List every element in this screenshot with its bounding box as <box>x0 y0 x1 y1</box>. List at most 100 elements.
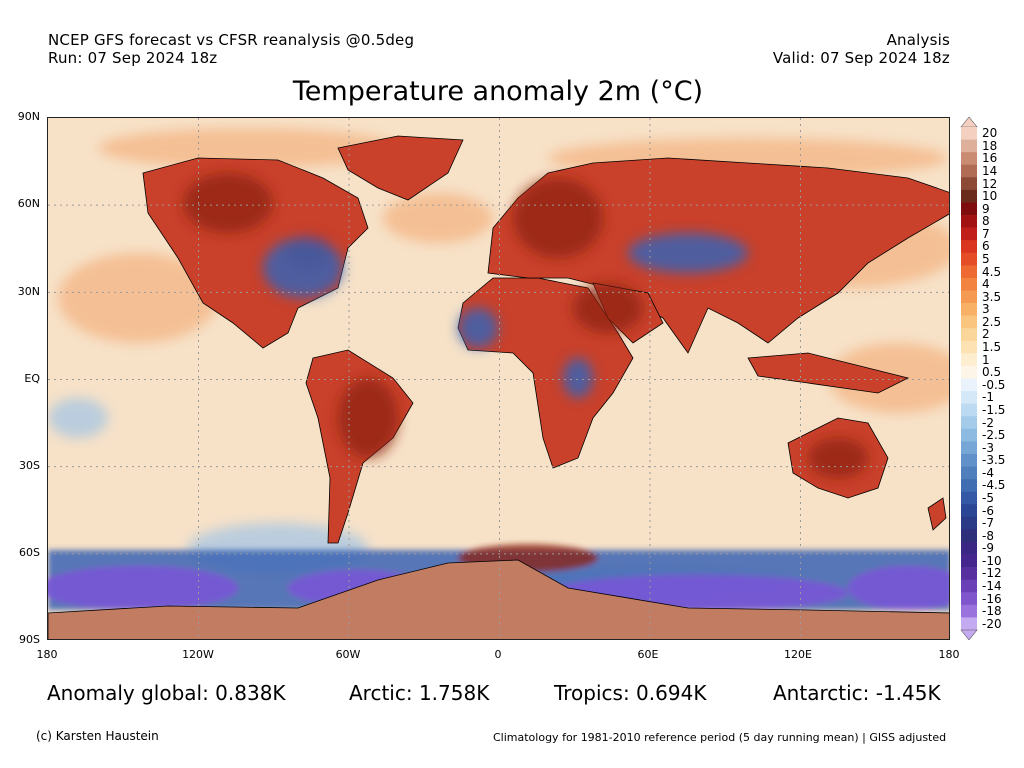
lon-label-60e: 60E <box>637 648 659 661</box>
lat-label-60s: 60S <box>19 546 40 559</box>
colorbar-label: 1.5 <box>982 340 1002 355</box>
lat-label-90n: 90N <box>17 110 40 123</box>
climatology-note: Climatology for 1981-2010 reference peri… <box>493 731 947 744</box>
colorbar-label: 20 <box>982 126 998 141</box>
colorbar-step <box>961 466 977 480</box>
colorbar-label: 3.5 <box>982 289 1002 304</box>
lat-label-30s: 30S <box>19 459 40 472</box>
colorbar-label: -1 <box>982 390 994 405</box>
colorbar-label: 2.5 <box>982 314 1002 329</box>
colorbar-label: -8 <box>982 528 994 543</box>
colorbar-step <box>961 403 977 417</box>
colorbar-step <box>961 441 977 455</box>
lat-label-eq: EQ <box>24 372 40 385</box>
land-anomaly-patches <box>183 173 868 478</box>
colorbar-label: -5 <box>982 490 994 505</box>
lon-label-180w: 180 <box>36 648 58 661</box>
colorbar-label: 16 <box>982 151 998 166</box>
colorbar-step <box>961 378 977 392</box>
stat-global: Anomaly global: 0.838K <box>47 681 286 705</box>
stat-antarctic: Antarctic: -1.45K <box>773 681 941 705</box>
colorbar-min-arrow <box>960 629 978 640</box>
colorbar-step <box>961 215 977 228</box>
colorbar-step <box>961 592 977 606</box>
colorbar-label: -2.5 <box>982 428 1006 443</box>
colorbar-label: -12 <box>982 566 1002 581</box>
colorbar-max-arrow <box>960 117 978 128</box>
colorbar-step <box>961 152 977 166</box>
antarctica <box>48 559 949 639</box>
model-info: NCEP GFS forecast vs CFSR reanalysis @0.… <box>48 31 415 49</box>
lat-label-30n: 30N <box>17 285 40 298</box>
graticule <box>48 118 949 639</box>
colorbar-step <box>961 177 977 191</box>
colorbar-step <box>961 504 977 518</box>
colorbar-label: 4 <box>982 277 990 292</box>
lon-label-0: 0 <box>494 648 502 661</box>
colorbar-step <box>961 189 977 203</box>
colorbar-step <box>961 554 977 568</box>
colorbar-label: -4 <box>982 465 994 480</box>
colorbar-step <box>961 579 977 593</box>
colorbar-step <box>961 252 977 266</box>
credit: (c) Karsten Haustein <box>36 729 159 743</box>
colorbar-step <box>961 491 977 505</box>
lat-label-90s: 90S <box>19 633 40 646</box>
colorbar-step <box>961 479 977 492</box>
colorbar-label: 2 <box>982 327 990 342</box>
colorbar-label: 6 <box>982 239 990 254</box>
colorbar-step <box>961 453 977 467</box>
colorbar-step <box>961 315 977 329</box>
colorbar-label: 1 <box>982 352 990 367</box>
colorbar-step <box>961 604 977 618</box>
lon-label-60w: 60W <box>335 648 361 661</box>
colorbar-step <box>961 328 977 342</box>
colorbar-label: -6 <box>982 503 994 518</box>
colorbar-label: 12 <box>982 176 998 191</box>
stat-arctic: Arctic: 1.758K <box>349 681 490 705</box>
colorbar-step <box>961 127 977 140</box>
colorbar-step <box>961 303 977 316</box>
colorbar-step <box>961 265 977 279</box>
colorbar-step <box>961 416 977 430</box>
colorbar-step <box>961 240 977 254</box>
colorbar-label: -10 <box>982 553 1002 568</box>
colorbar-label: -0.5 <box>982 377 1006 392</box>
colorbar-label: -7 <box>982 516 994 531</box>
greenland <box>337 135 464 201</box>
colorbar-label: 18 <box>982 138 998 153</box>
lon-label-120w: 120W <box>182 648 214 661</box>
stat-tropics: Tropics: 0.694K <box>554 681 707 705</box>
anomaly-map <box>47 117 950 640</box>
colorbar-label: 0.5 <box>982 365 1002 380</box>
colorbar-step <box>961 428 977 442</box>
colorbar-step <box>961 529 977 543</box>
colorbar-step <box>961 516 977 530</box>
colorbar-step <box>961 227 977 241</box>
colorbar-step <box>961 353 977 367</box>
colorbar-step <box>961 139 977 153</box>
colorbar-step <box>961 391 977 404</box>
colorbar-label: 14 <box>982 164 998 178</box>
colorbar-label: -9 <box>982 541 994 556</box>
colorbar-label: -1.5 <box>982 402 1006 417</box>
run-time: Run: 07 Sep 2024 18z <box>48 49 218 67</box>
colorbar-label: 8 <box>982 214 990 229</box>
colorbar-step <box>961 541 977 555</box>
new-zealand <box>927 497 947 531</box>
colorbar-label: 7 <box>982 226 990 241</box>
colorbar-step <box>961 290 977 304</box>
colorbar-step <box>961 567 977 580</box>
colorbar-label: -16 <box>982 591 1002 606</box>
colorbar-step <box>961 277 977 291</box>
colorbar-step <box>961 340 977 354</box>
colorbar-step <box>961 202 977 216</box>
analysis-label: Analysis <box>886 31 950 49</box>
colorbar-label: 9 <box>982 201 990 216</box>
colorbar-label: 3 <box>982 302 990 317</box>
lon-label-120e: 120E <box>784 648 812 661</box>
maritime-asia <box>747 352 910 394</box>
colorbar-label: -18 <box>982 604 1002 619</box>
colorbar <box>960 117 978 640</box>
colorbar-label: -3.5 <box>982 453 1006 468</box>
